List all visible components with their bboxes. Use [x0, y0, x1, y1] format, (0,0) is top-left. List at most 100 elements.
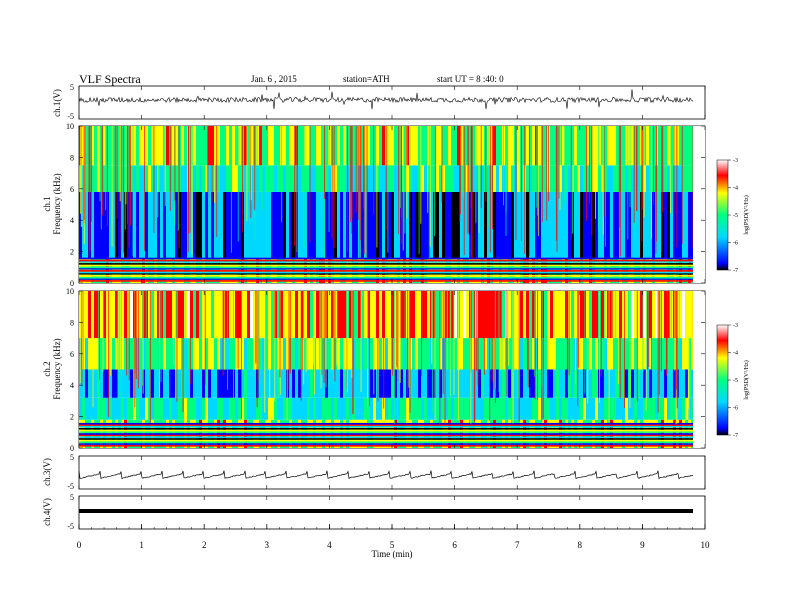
sferic-streak	[363, 126, 365, 255]
sferic-streak	[687, 291, 689, 410]
spec-cell	[121, 126, 124, 166]
spec-cell	[229, 369, 232, 398]
sferic-streak	[477, 291, 479, 386]
spec-cell	[340, 126, 343, 166]
spec-cell	[265, 397, 268, 420]
spec-cell	[517, 165, 520, 192]
colorbar-tick-label: -4	[733, 186, 738, 192]
spec-cell	[133, 191, 136, 258]
sferic-streak	[489, 126, 491, 253]
spec-cell	[640, 338, 643, 370]
spec-line	[79, 259, 693, 262]
spec-cell	[295, 338, 298, 370]
spec-cell	[136, 165, 139, 192]
spec-cell	[574, 165, 577, 192]
colorbar-tick-label: -7	[733, 268, 738, 274]
spec-cell	[157, 126, 160, 166]
x-tick-label: 3	[265, 540, 270, 550]
spec-cell	[565, 291, 568, 339]
sferic-streak	[491, 291, 493, 382]
spec-cell	[271, 369, 274, 398]
sferic-streak	[366, 126, 368, 258]
sferic-streak	[174, 126, 176, 201]
spec-cell	[163, 126, 166, 166]
spec-cell	[316, 397, 319, 420]
spec-cell	[319, 165, 322, 192]
spec-cell	[490, 291, 493, 339]
spec-cell	[388, 338, 391, 370]
sferic-streak	[541, 291, 543, 423]
spec-cell	[163, 397, 166, 420]
spec-cell	[664, 126, 667, 166]
spec-cell	[217, 397, 220, 420]
spec-cell	[673, 191, 676, 258]
spec-cell	[664, 165, 667, 192]
spec-cell	[661, 338, 664, 370]
spec-line	[79, 276, 693, 279]
spec-cell	[232, 191, 235, 258]
spec-cell	[181, 191, 184, 258]
spec-cell	[427, 191, 430, 258]
sferic-streak	[256, 291, 258, 407]
spec-cell	[166, 369, 169, 398]
spec-cell	[178, 369, 181, 398]
spec-cell	[580, 126, 583, 166]
spec-cell	[163, 369, 166, 398]
spec-cell	[190, 338, 193, 370]
spec-cell	[169, 291, 172, 339]
spec-cell	[235, 165, 238, 192]
spec-cell	[685, 191, 688, 258]
spec-cell	[409, 126, 412, 166]
spec-cell	[112, 191, 115, 258]
spec-cell	[196, 291, 199, 339]
sferic-streak	[399, 291, 401, 383]
sferic-streak	[385, 126, 387, 231]
spec-cell	[682, 126, 685, 166]
spec-cell	[262, 369, 265, 398]
spec-cell	[319, 191, 322, 258]
spec-cell	[574, 191, 577, 258]
spec-cell	[160, 397, 163, 420]
spec-cell	[337, 191, 340, 258]
spec-cell	[181, 165, 184, 192]
spec-cell	[583, 165, 586, 192]
sferic-streak	[331, 126, 333, 239]
spec-cell	[343, 126, 346, 166]
spec-cell	[175, 165, 178, 192]
spec-cell	[142, 165, 145, 192]
spec-cell	[151, 369, 154, 398]
spec-cell	[199, 165, 202, 192]
spec-cell	[580, 191, 583, 258]
sferic-streak	[207, 126, 209, 199]
spec-cell	[484, 191, 487, 258]
spec-cell	[277, 191, 280, 258]
spec-cell	[439, 291, 442, 339]
spec-cell	[130, 191, 133, 258]
sferic-streak	[512, 291, 514, 424]
spec-cell	[616, 291, 619, 339]
spec-cell	[577, 369, 580, 398]
spec-cell	[136, 191, 139, 258]
spec-line	[79, 443, 693, 445]
spec-cell	[334, 191, 337, 258]
spec-cell	[589, 165, 592, 192]
spec-cell	[85, 369, 88, 398]
spec-cell	[250, 338, 253, 370]
spec-cell	[238, 165, 241, 192]
spec-cell	[238, 291, 241, 339]
spec-cell	[649, 165, 652, 192]
spec-cell	[127, 397, 130, 420]
spec-cell	[397, 338, 400, 370]
sferic-streak	[242, 126, 244, 233]
spec-cell	[367, 397, 370, 420]
sferic-streak	[467, 126, 469, 235]
spec-cell	[565, 165, 568, 192]
spec-cell	[178, 291, 181, 339]
spec-cell	[673, 397, 676, 420]
spec-cell	[268, 126, 271, 166]
sferic-streak	[587, 291, 589, 404]
spec-cell	[499, 397, 502, 420]
spec-cell	[562, 191, 565, 258]
sferic-streak	[398, 126, 400, 235]
spec-cell	[493, 165, 496, 192]
